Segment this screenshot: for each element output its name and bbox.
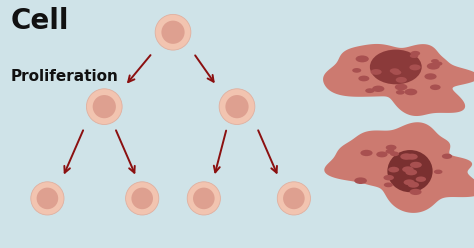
Circle shape [410,189,421,195]
Circle shape [356,56,369,62]
Ellipse shape [193,187,215,209]
Circle shape [390,68,400,73]
Circle shape [434,170,443,174]
Circle shape [360,150,373,156]
Circle shape [406,154,418,160]
Circle shape [384,183,393,187]
Ellipse shape [162,21,184,44]
Circle shape [354,177,367,184]
Circle shape [376,152,388,157]
Circle shape [392,70,401,75]
Ellipse shape [277,182,310,215]
Ellipse shape [219,89,255,124]
Ellipse shape [370,50,422,84]
Circle shape [424,73,437,80]
Circle shape [416,177,426,182]
Text: Proliferation: Proliferation [10,69,118,84]
Circle shape [390,152,399,156]
Circle shape [404,89,417,95]
Circle shape [396,77,407,83]
Circle shape [410,64,421,70]
Circle shape [405,169,417,175]
Ellipse shape [36,187,58,209]
Circle shape [385,149,394,154]
Circle shape [442,154,452,159]
Circle shape [396,90,405,95]
Polygon shape [323,44,474,116]
Circle shape [430,85,441,90]
Circle shape [386,145,397,150]
Circle shape [365,88,374,93]
Circle shape [395,84,407,90]
Circle shape [410,162,422,168]
Circle shape [402,166,414,172]
Ellipse shape [31,182,64,215]
Ellipse shape [86,89,122,124]
Ellipse shape [226,95,248,118]
Circle shape [408,182,419,188]
Ellipse shape [283,187,305,209]
Circle shape [372,86,384,92]
Circle shape [400,153,413,160]
Text: Cell: Cell [10,7,69,35]
Ellipse shape [387,150,433,192]
Circle shape [410,51,420,56]
Polygon shape [324,122,474,213]
Circle shape [383,175,394,180]
Circle shape [358,76,369,81]
Circle shape [434,62,442,66]
Ellipse shape [126,182,159,215]
Circle shape [388,167,399,173]
Circle shape [403,179,415,185]
Circle shape [431,59,439,63]
Ellipse shape [93,95,116,118]
Circle shape [371,69,382,75]
Circle shape [410,54,419,58]
Ellipse shape [187,182,220,215]
Ellipse shape [131,187,153,209]
Ellipse shape [155,14,191,50]
Circle shape [352,68,361,73]
Circle shape [427,63,440,70]
